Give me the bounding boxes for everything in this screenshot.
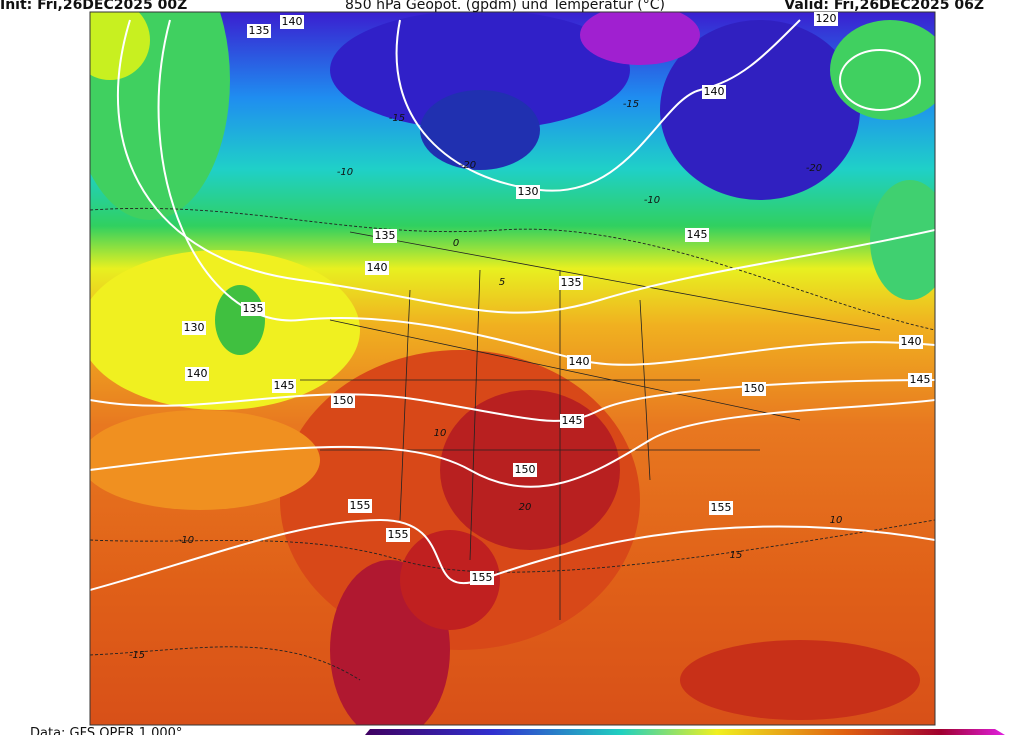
geopotential-label-box (241, 302, 265, 316)
geopotential-label-box (899, 335, 923, 349)
geopotential-label: 140 (901, 335, 922, 348)
valid-time: Valid: Fri,26DEC2025 06Z (784, 0, 984, 13)
geopotential-label-box (280, 15, 304, 29)
geopotential-label-box (513, 463, 537, 477)
geopotential-label-box (386, 528, 410, 542)
geopotential-label: 130 (184, 321, 205, 334)
temperature-label: -15 (129, 650, 145, 661)
geopotential-label: 145 (274, 379, 295, 392)
geopotential-label-box (709, 501, 733, 515)
temperature-label: -20 (806, 163, 822, 174)
temperature-label: -10 (644, 195, 660, 206)
geopotential-label: 155 (388, 528, 409, 541)
geopotential-label: 145 (687, 228, 708, 241)
temperature-label: -20 (460, 160, 476, 171)
temperature-label: 10 (830, 515, 843, 526)
colorbar (365, 729, 1005, 735)
temperature-label: -15 (623, 99, 639, 110)
geopotential-label: 135 (243, 302, 264, 315)
map-title: 850 hPa Geopot. (gpdm) und Temperatur (°… (345, 0, 665, 13)
temperature-label: -10 (178, 535, 194, 546)
geopotential-label-box (247, 24, 271, 38)
geopotential-label-box (742, 382, 766, 396)
geopotential-label-box (348, 499, 372, 513)
init-time: Init: Fri,26DEC2025 00Z (0, 0, 187, 13)
geopotential-label: 145 (562, 414, 583, 427)
geopotential-label: 140 (569, 355, 590, 368)
geopotential-label: 150 (744, 382, 765, 395)
geopotential-label-box (685, 228, 709, 242)
geopotential-label-box (182, 321, 206, 335)
geopotential-label: 150 (333, 394, 354, 407)
geopotential-label-box (560, 414, 584, 428)
geopotential-label-box (365, 261, 389, 275)
geopotential-label: 135 (375, 229, 396, 242)
geopotential-label: 140 (187, 367, 208, 380)
geopotential-label-box (908, 373, 932, 387)
map-frame (89, 11, 936, 726)
geopotential-label-box (185, 367, 209, 381)
geopotential-label: 120 (816, 12, 837, 25)
geopotential-label: 145 (910, 373, 931, 386)
temperature-label: 15 (730, 550, 743, 561)
temperature-label: 10 (434, 428, 447, 439)
geopotential-label-box (516, 185, 540, 199)
geopotential-label-box (331, 394, 355, 408)
temperature-label: -10 (337, 167, 353, 178)
geopotential-label-box (702, 85, 726, 99)
temperature-label: 20 (519, 502, 532, 513)
geopotential-label: 135 (561, 276, 582, 289)
geopotential-label: 140 (704, 85, 725, 98)
geopotential-label: 155 (350, 499, 371, 512)
geopotential-label-box (373, 229, 397, 243)
geopotential-label: 155 (711, 501, 732, 514)
geopotential-label-box (559, 276, 583, 290)
geopotential-label-box (272, 379, 296, 393)
geopotential-label: 135 (249, 24, 270, 37)
temperature-label: 5 (499, 277, 505, 288)
data-source: Data: GFS OPER 1.000° (30, 726, 182, 735)
geopotential-label: 130 (518, 185, 539, 198)
geopotential-label: 140 (282, 15, 303, 28)
geopotential-label-box (814, 12, 838, 26)
geopotential-label-box (470, 571, 494, 585)
temperature-label: 0 (453, 238, 459, 249)
geopotential-label-box (567, 355, 591, 369)
temperature-field (90, 12, 935, 725)
geopotential-label: 155 (472, 571, 493, 584)
geopotential-label: 140 (367, 261, 388, 274)
geopotential-label: 150 (515, 463, 536, 476)
temperature-label: -15 (389, 113, 405, 124)
